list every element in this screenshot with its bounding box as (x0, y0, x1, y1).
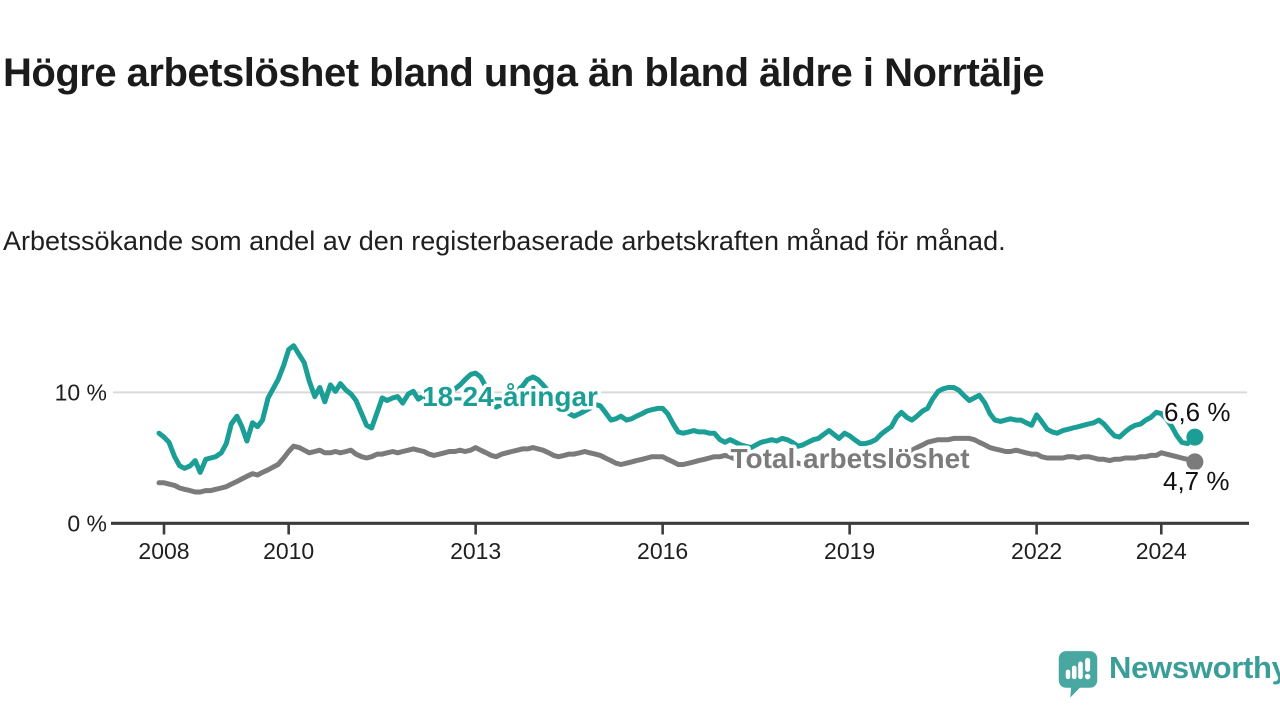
bar-small (1065, 669, 1071, 680)
exclamation-bar (1085, 657, 1091, 672)
line-total-arbetsl-shet (156, 435, 1198, 495)
speech-bubble-shape (1058, 651, 1098, 698)
exclamation-dot (1084, 673, 1091, 680)
x-tick-label: 2016 (637, 538, 688, 564)
series-label-total: Total arbetslöshet (730, 443, 969, 474)
newsworthy-branding: Newsworthy (1056, 648, 1280, 700)
x-tick-label: 2022 (1011, 538, 1062, 564)
end-label-total: 4,7 % (1163, 466, 1230, 496)
page-title: Högre arbetslöshet bland unga än bland ä… (3, 50, 1045, 95)
bar-tall (1078, 661, 1083, 680)
end-dot-18-24-ringar (1186, 428, 1204, 446)
series-end-dots (1186, 428, 1204, 471)
x-tick-label: 2013 (450, 538, 501, 564)
newsworthy-logo-icon (1058, 651, 1098, 698)
series-label-young: 18-24-åringar (422, 381, 598, 412)
line-18-24-ringar (156, 343, 1198, 475)
chart-labels: 10 % 0 % 18-24-åringar Total arbetslöshe… (55, 378, 973, 537)
y-tick-label-0: 0 % (67, 511, 107, 537)
x-tick-label: 2024 (1136, 538, 1187, 564)
x-tick-label: 2010 (263, 538, 314, 564)
end-dot-total-arbetsl-shet (1186, 453, 1204, 471)
end-label-young: 6,6 % (1164, 397, 1231, 427)
newsworthy-wordmark: Newsworthy (1109, 649, 1280, 685)
series-lines (156, 343, 1198, 495)
x-tick-label: 2019 (824, 538, 875, 564)
bar-medium (1071, 665, 1077, 680)
x-tick-label: 2008 (138, 538, 189, 564)
end-value-labels: 6,6 % 4,7 % (1161, 395, 1234, 499)
y-tick-label-10: 10 % (55, 380, 107, 406)
x-axis-ticks: 2008 2010 2013 2016 2019 2022 2024 (138, 524, 1187, 564)
chart-subtitle: Arbetssökande som andel av den registerb… (3, 226, 1006, 256)
